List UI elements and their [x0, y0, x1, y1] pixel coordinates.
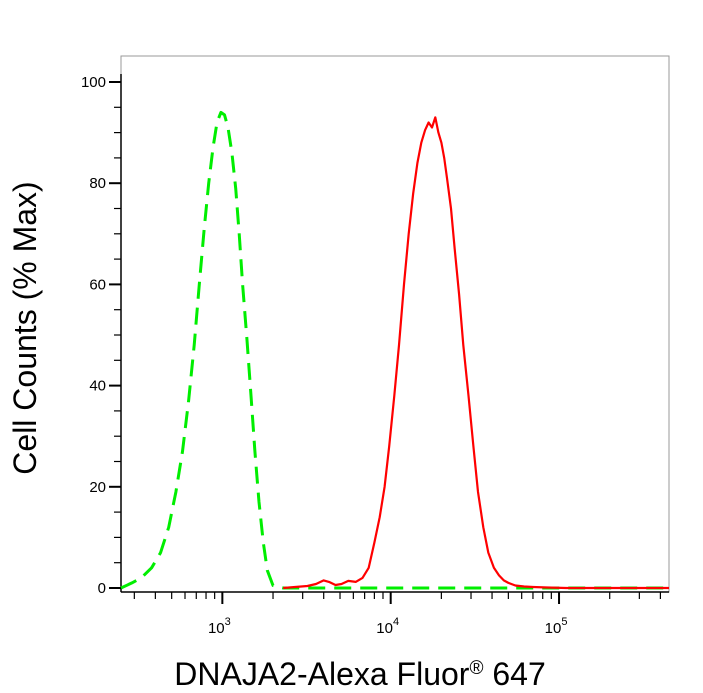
y-tick-label: 0: [98, 580, 106, 597]
x-tick-label: 105: [545, 616, 568, 637]
x-tick-exponent: 3: [225, 616, 231, 628]
y-axis-title: Cell Counts (% Max): [7, 181, 43, 474]
series-line-red: [283, 116, 669, 590]
y-tick-label: 40: [89, 378, 106, 395]
x-axis-title: DNAJA2-Alexa Fluor® 647: [174, 656, 545, 692]
x-tick-label: 104: [376, 616, 399, 637]
x-tick-exponent: 4: [393, 616, 399, 628]
y-axis: 0 20 40 60 80 100: [81, 74, 122, 597]
x-tick-base: 10: [208, 620, 225, 637]
x-axis-title-main: DNAJA2-Alexa Fluor: [174, 656, 470, 692]
x-tick-exponent: 5: [561, 616, 567, 628]
y-tick-label: 80: [89, 175, 106, 192]
x-tick-base: 10: [545, 620, 562, 637]
y-tick-label: 20: [89, 479, 106, 496]
x-axis: 103 104 105: [121, 591, 669, 637]
y-tick-label: 100: [81, 74, 106, 91]
y-tick-label: 60: [89, 276, 106, 293]
x-axis-title-mark: ®: [469, 658, 483, 679]
series-layer: [120, 110, 669, 590]
plot-frame: [120, 55, 670, 593]
x-tick-label: 103: [208, 616, 231, 637]
series-line-dashed-green: [120, 110, 669, 590]
x-tick-base: 10: [376, 620, 393, 637]
x-axis-title-suffix: 647: [483, 656, 545, 692]
